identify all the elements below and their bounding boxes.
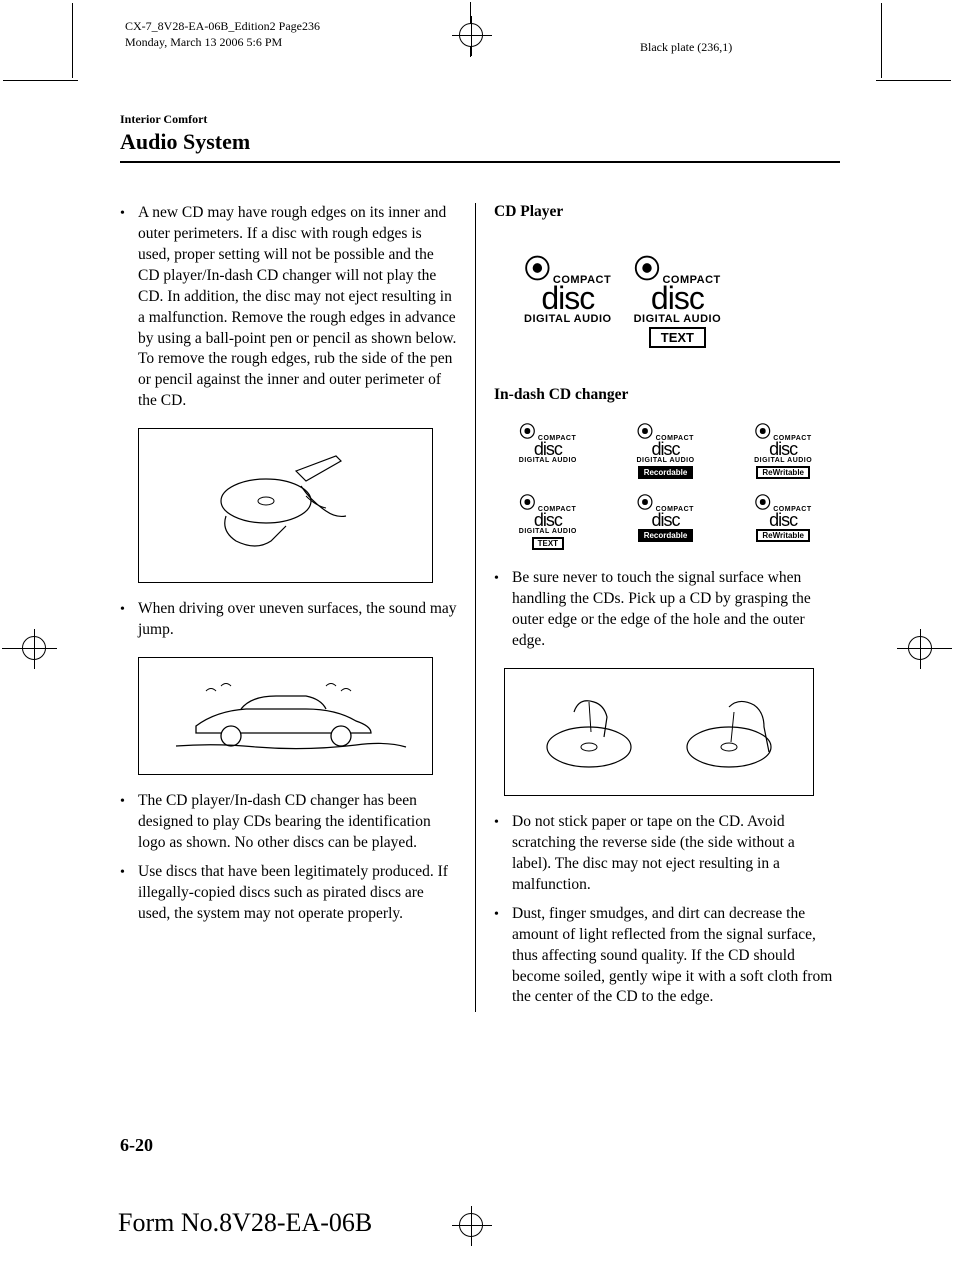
right-column: CD Player ⦿COMPACT disc DIGITAL AUDIO ⦿C… [475, 203, 833, 1012]
section-label: Interior Comfort [120, 112, 840, 127]
bullet-text: Be sure never to touch the signal surfac… [512, 568, 833, 652]
bullet-text: Dust, finger smudges, and dirt can decre… [512, 904, 833, 1009]
cd-player-logos: ⦿COMPACT disc DIGITAL AUDIO ⦿COMPACT dis… [524, 249, 833, 348]
illustration-car-bumps [138, 657, 433, 775]
bullet-item: • When driving over uneven surfaces, the… [120, 599, 457, 641]
compact-disc-logo: ⦿COMPACT disc DIGITAL AUDIO [524, 249, 612, 348]
registration-mark [22, 636, 46, 660]
illustration-cd-handling [504, 668, 814, 796]
in-dash-logos: ⦿COMPACT disc DIGITAL AUDIO ⦿COMPACT dis… [498, 418, 833, 551]
print-header-line2: Monday, March 13 2006 5:6 PM [125, 35, 320, 51]
section-title: Audio System [120, 129, 840, 163]
compact-disc-text-logo: ⦿COMPACT disc DIGITAL AUDIO TEXT [634, 249, 722, 348]
print-header: CX-7_8V28-EA-06B_Edition2 Page236 Monday… [125, 19, 320, 50]
registration-mark [459, 23, 483, 47]
compact-disc-rewritable-logo: ⦿COMPACT disc DIGITAL AUDIO ReWritable [733, 418, 833, 479]
bullet-icon: • [494, 812, 512, 896]
bullet-item: • Do not stick paper or tape on the CD. … [494, 812, 833, 896]
compact-disc-rewritable-logo: ⦿COMPACT disc ReWritable [733, 489, 833, 550]
form-number: Form No.8V28-EA-06B [118, 1208, 372, 1238]
bullet-icon: • [120, 599, 138, 641]
black-plate-label: Black plate (236,1) [640, 40, 732, 55]
registration-mark [459, 1213, 483, 1237]
bullet-icon: • [120, 203, 138, 412]
bullet-item: • The CD player/In-dash CD changer has b… [120, 791, 457, 854]
bullet-icon: • [120, 791, 138, 854]
page-content: Interior Comfort Audio System • A new CD… [120, 112, 840, 1012]
bullet-text: The CD player/In-dash CD changer has bee… [138, 791, 457, 854]
bullet-text: Do not stick paper or tape on the CD. Av… [512, 812, 833, 896]
two-column-layout: • A new CD may have rough edges on its i… [120, 203, 840, 1012]
compact-disc-recordable-logo: ⦿COMPACT disc Recordable [616, 489, 716, 550]
page-number: 6-20 [120, 1135, 153, 1156]
crop-mark [72, 3, 73, 78]
bullet-item: • Use discs that have been legitimately … [120, 862, 457, 925]
bullet-item: • A new CD may have rough edges on its i… [120, 203, 457, 412]
crop-mark [881, 3, 882, 78]
bullet-icon: • [494, 904, 512, 1009]
in-dash-heading: In-dash CD changer [494, 386, 833, 404]
bullet-text: A new CD may have rough edges on its inn… [138, 203, 457, 412]
bullet-text: Use discs that have been legitimately pr… [138, 862, 457, 925]
compact-disc-recordable-logo: ⦿COMPACT disc DIGITAL AUDIO Recordable [616, 418, 716, 479]
crop-mark [3, 80, 78, 81]
illustration-cd-pen [138, 428, 433, 583]
bullet-item: • Dust, finger smudges, and dirt can dec… [494, 904, 833, 1009]
registration-mark [908, 636, 932, 660]
bullet-icon: • [120, 862, 138, 925]
compact-disc-text-logo: ⦿COMPACT disc DIGITAL AUDIO TEXT [498, 489, 598, 550]
left-column: • A new CD may have rough edges on its i… [120, 203, 475, 1012]
print-header-line1: CX-7_8V28-EA-06B_Edition2 Page236 [125, 19, 320, 35]
crop-mark [876, 80, 951, 81]
compact-disc-logo: ⦿COMPACT disc DIGITAL AUDIO [498, 418, 598, 479]
bullet-icon: • [494, 568, 512, 652]
bullet-text: When driving over uneven surfaces, the s… [138, 599, 457, 641]
bullet-item: • Be sure never to touch the signal surf… [494, 568, 833, 652]
cd-player-heading: CD Player [494, 203, 833, 221]
